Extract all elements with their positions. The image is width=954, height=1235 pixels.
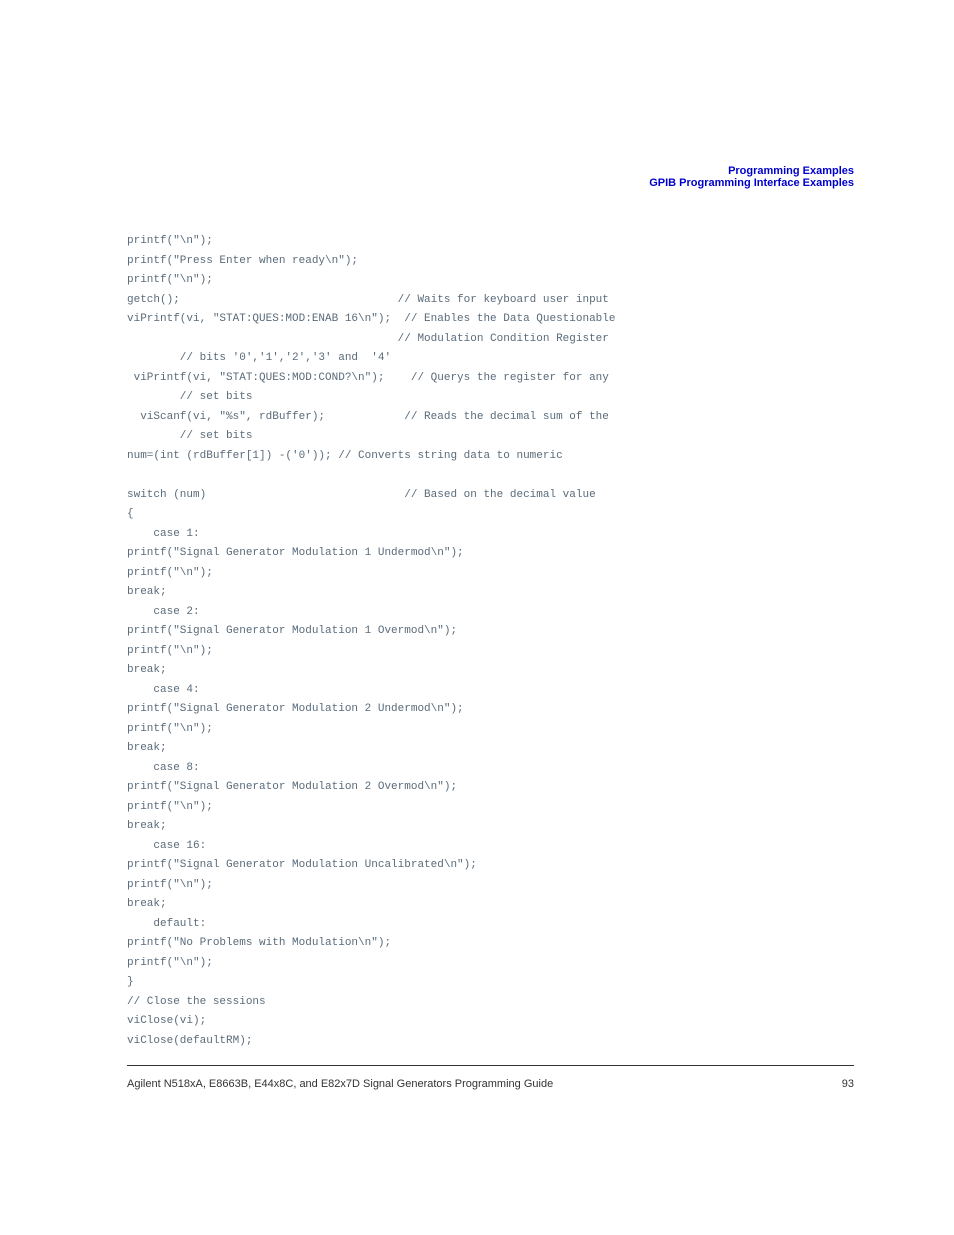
- code-content: printf("\n"); printf("Press Enter when r…: [127, 232, 854, 1051]
- code-line: printf("Signal Generator Modulation 1 Un…: [127, 547, 464, 559]
- code-line: printf("\n");: [127, 235, 213, 247]
- header-title-2: GPIB Programming Interface Examples: [649, 177, 854, 189]
- code-line: viClose(defaultRM);: [127, 1035, 252, 1047]
- code-line: break;: [127, 898, 167, 910]
- footer-guide-title: Agilent N518xA, E8663B, E44x8C, and E82x…: [127, 1078, 553, 1090]
- code-line: case 4:: [127, 684, 200, 696]
- code-line: // Close the sessions: [127, 996, 266, 1008]
- code-line: // bits '0','1','2','3' and '4': [127, 352, 391, 364]
- code-line: viPrintf(vi, "STAT:QUES:MOD:ENAB 16\n");…: [127, 313, 615, 325]
- code-line: printf("Signal Generator Modulation 1 Ov…: [127, 625, 457, 637]
- code-line: break;: [127, 742, 167, 754]
- code-line: printf("\n");: [127, 567, 213, 579]
- code-line: printf("\n");: [127, 879, 213, 891]
- code-line: viScanf(vi, "%s", rdBuffer); // Reads th…: [127, 411, 609, 423]
- page-number: 93: [842, 1078, 854, 1090]
- code-line: printf("Signal Generator Modulation Unca…: [127, 859, 477, 871]
- code-line: // Modulation Condition Register: [127, 333, 609, 345]
- code-line: case 16:: [127, 840, 206, 852]
- code-line: break;: [127, 820, 167, 832]
- code-line: case 2:: [127, 606, 200, 618]
- code-line: break;: [127, 586, 167, 598]
- code-line: break;: [127, 664, 167, 676]
- code-line: case 1:: [127, 528, 200, 540]
- code-line: // set bits: [127, 391, 252, 403]
- code-line: printf("\n");: [127, 645, 213, 657]
- code-line: viClose(vi);: [127, 1015, 206, 1027]
- code-line: printf("Signal Generator Modulation 2 Ov…: [127, 781, 457, 793]
- code-line: printf("Press Enter when ready\n");: [127, 255, 358, 267]
- code-line: printf("\n");: [127, 274, 213, 286]
- code-line: printf("Signal Generator Modulation 2 Un…: [127, 703, 464, 715]
- code-line: }: [127, 976, 134, 988]
- page-header: Programming Examples GPIB Programming In…: [649, 165, 854, 189]
- code-line: printf("\n");: [127, 723, 213, 735]
- code-line: case 8:: [127, 762, 200, 774]
- code-line: num=(int (rdBuffer[1]) -('0')); // Conve…: [127, 450, 569, 462]
- code-line: default:: [127, 918, 206, 930]
- code-line: // set bits: [127, 430, 252, 442]
- code-line: printf("No Problems with Modulation\n");: [127, 937, 391, 949]
- code-line: printf("\n");: [127, 957, 213, 969]
- code-line: viPrintf(vi, "STAT:QUES:MOD:COND?\n"); /…: [127, 372, 609, 384]
- code-line: switch (num) // Based on the decimal val…: [127, 489, 596, 501]
- code-line: printf("\n");: [127, 801, 213, 813]
- header-title-1: Programming Examples: [649, 165, 854, 177]
- page-footer: Agilent N518xA, E8663B, E44x8C, and E82x…: [127, 1065, 854, 1090]
- code-line: getch(); // Waits for keyboard user inpu…: [127, 294, 609, 306]
- code-line: {: [127, 508, 134, 520]
